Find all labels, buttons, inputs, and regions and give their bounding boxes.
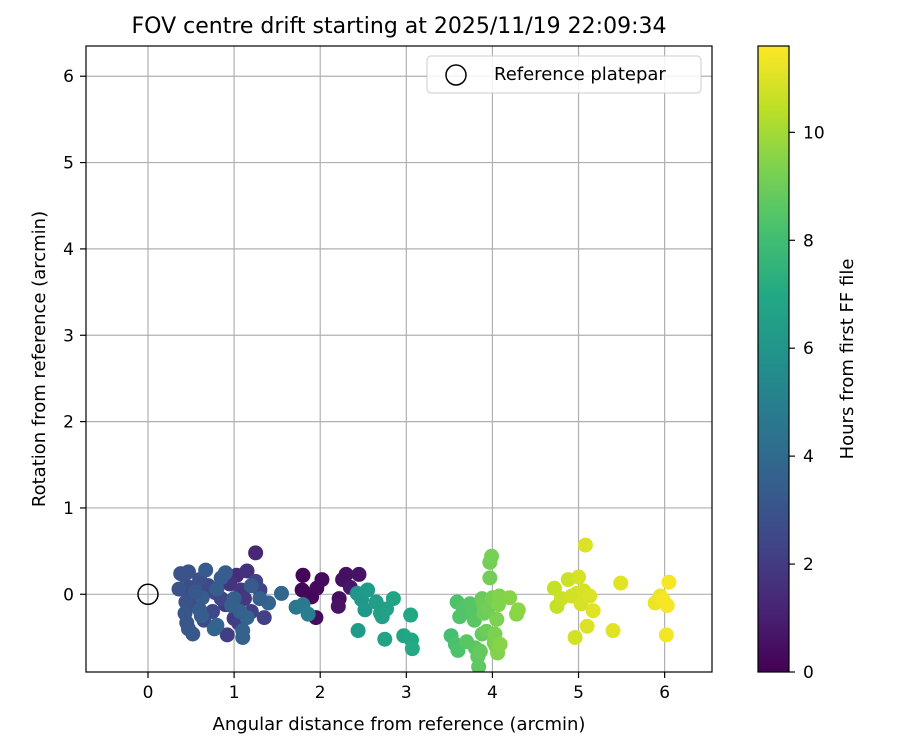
data-point [219, 627, 235, 643]
data-point [492, 636, 508, 652]
colorbar-tick-label: 10 [803, 123, 825, 143]
data-point [330, 598, 346, 614]
data-point [484, 548, 500, 564]
data-point [173, 566, 189, 582]
data-point [403, 607, 419, 623]
colorbar-tick-label: 2 [803, 555, 814, 575]
data-point [605, 623, 621, 639]
data-point [351, 566, 367, 582]
data-point [243, 578, 259, 594]
x-tick-label: 2 [315, 683, 326, 703]
data-point [178, 594, 194, 610]
data-point [482, 570, 498, 586]
data-point [185, 626, 201, 642]
y-tick-label: 4 [63, 240, 74, 260]
data-point [579, 618, 595, 634]
x-tick-label: 1 [229, 683, 240, 703]
data-point [582, 588, 598, 604]
colorbar-label: Hours from first FF file [837, 259, 858, 460]
data-point [472, 643, 488, 659]
data-point [314, 572, 330, 588]
data-point [198, 562, 214, 578]
data-point [661, 574, 677, 590]
x-tick-label: 6 [659, 683, 670, 703]
y-tick-label: 1 [63, 499, 74, 519]
y-tick-label: 2 [63, 413, 74, 433]
data-point [385, 591, 401, 607]
colorbar-tick-label: 4 [803, 447, 814, 467]
y-tick-label: 3 [63, 326, 74, 346]
colorbar-tick-label: 6 [803, 339, 814, 359]
data-point [295, 567, 311, 583]
colorbar-tick-label: 0 [803, 663, 814, 683]
data-point [217, 565, 233, 581]
plot-frame [85, 45, 713, 673]
data-point [585, 603, 601, 619]
data-point [471, 659, 487, 672]
data-point [360, 582, 376, 598]
chart-title: FOV centre drift starting at 2025/11/19 … [132, 14, 667, 39]
data-point [236, 591, 252, 607]
data-point [357, 602, 373, 618]
data-point [300, 606, 316, 622]
data-point [206, 621, 222, 637]
data-point [248, 545, 264, 561]
x-tick-label: 5 [573, 683, 584, 703]
data-point [350, 623, 366, 639]
x-tick-label: 0 [143, 683, 154, 703]
data-point [256, 610, 272, 626]
colorbar-ticks: 0 2 4 6 8 10 [789, 123, 825, 683]
x-tick-label: 3 [401, 683, 412, 703]
data-point [502, 590, 518, 606]
data-point [239, 610, 255, 626]
x-tick-label: 4 [487, 683, 498, 703]
data-point [187, 584, 203, 600]
data-point [489, 611, 505, 627]
y-axis-label: Rotation from reference (arcmin) [29, 211, 50, 507]
data-point [571, 569, 587, 585]
data-point [658, 627, 674, 643]
legend-label: Reference platepar [494, 64, 666, 85]
legend-box [426, 55, 702, 94]
data-point [338, 566, 354, 582]
y-tick-label: 0 [63, 585, 74, 605]
data-point [459, 634, 475, 650]
colorbar: 0 2 4 6 8 10 Hours from first FF file [757, 45, 858, 683]
data-point [567, 629, 583, 645]
legend-open-circle-icon [445, 64, 467, 86]
legend: Reference platepar [426, 55, 702, 94]
axis-ticks: 0 1 2 3 4 5 6 0 1 2 3 4 5 6 [63, 67, 670, 703]
data-point [377, 631, 393, 647]
y-tick-label: 6 [63, 67, 74, 87]
data-point [239, 563, 255, 579]
data-point [252, 591, 268, 607]
data-point [273, 585, 289, 601]
y-tick-label: 5 [63, 154, 74, 174]
data-point [235, 629, 251, 645]
x-axis-label: Angular distance from reference (arcmin) [213, 714, 586, 735]
data-point [510, 602, 526, 618]
colorbar-tick-label: 8 [803, 231, 814, 251]
data-point [577, 537, 593, 553]
data-point [613, 575, 629, 591]
reference-marker [137, 583, 159, 606]
data-point [659, 598, 675, 614]
data-point [171, 581, 187, 597]
data-point [404, 641, 420, 657]
data-point [226, 591, 242, 607]
colorbar-gradient [757, 45, 790, 673]
data-points [171, 537, 677, 672]
data-point [193, 608, 209, 624]
